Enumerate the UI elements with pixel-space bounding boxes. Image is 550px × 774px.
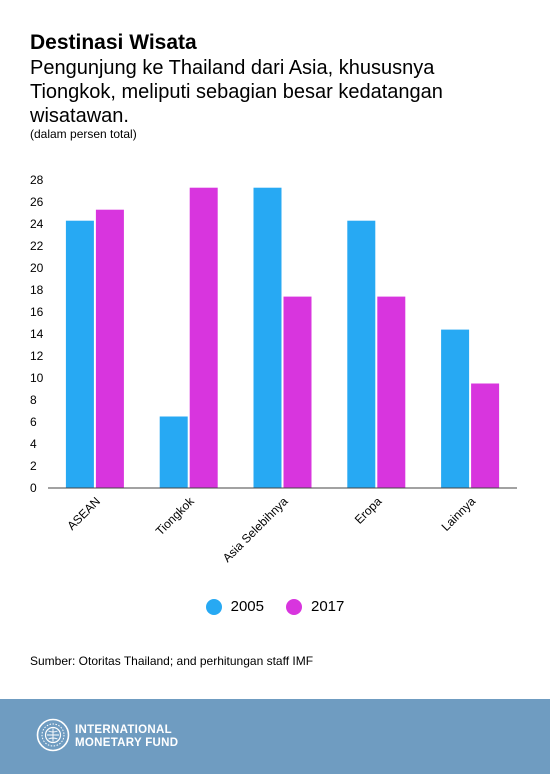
legend-swatch-2017 (286, 598, 302, 615)
chart-title: Destinasi Wisata (30, 31, 197, 54)
x-tick-label: Tiongkok (153, 494, 198, 539)
bar-2005-eropa (347, 220, 376, 488)
y-tick-label: 0 (30, 481, 37, 495)
legend-swatch-2005 (205, 598, 222, 615)
bar-2017-asia-selebihnya (283, 296, 312, 488)
bar-2017-eropa (377, 296, 406, 488)
bar-2017-lainnya (471, 383, 500, 488)
bar-2017-asean (95, 209, 124, 488)
imf-brand: INTERNATIONAL MONETARY FUND (75, 724, 178, 749)
bar-2005-tiongkok (159, 416, 188, 488)
y-tick-label: 2 (30, 459, 37, 473)
bar-2005-lainnya (441, 329, 470, 488)
y-tick-label: 16 (30, 305, 44, 319)
y-tick-label: 4 (30, 437, 37, 451)
legend-item-2017: 2017 (286, 598, 344, 615)
legend-item-2005: 2005 (205, 598, 264, 615)
y-tick-label: 28 (30, 173, 44, 187)
y-tick-label: 26 (30, 195, 44, 209)
bar-2005-asia-selebihnya (253, 187, 282, 488)
x-tick-label: Lainnya (439, 494, 479, 534)
x-tick-label: Eropa (352, 494, 385, 527)
legend-label-2005: 2005 (230, 598, 264, 615)
y-tick-label: 6 (30, 415, 37, 429)
chart-legend: 2005 2017 (0, 598, 550, 615)
brand-line-2: MONETARY FUND (75, 736, 179, 749)
y-tick-label: 12 (30, 349, 44, 363)
source-note: Sumber: Otoritas Thailand; and perhitung… (30, 654, 314, 668)
x-tick-label: ASEAN (64, 494, 103, 533)
bar-2017-tiongkok (189, 187, 218, 488)
y-tick-label: 14 (30, 327, 44, 341)
brand-line-1: INTERNATIONAL (75, 724, 172, 736)
y-tick-label: 10 (30, 371, 44, 385)
chart-subtitle: Pengunjung ke Thailand dari Asia, khusus… (30, 57, 443, 127)
legend-label-2017: 2017 (311, 598, 345, 615)
y-tick-label: 22 (30, 239, 44, 253)
imf-seal-icon (36, 718, 70, 752)
y-tick-label: 24 (30, 217, 44, 231)
bar-2005-asean (65, 220, 94, 488)
y-tick-label: 8 (30, 393, 37, 407)
x-tick-label: Asia Selebihnya (220, 494, 291, 565)
y-tick-label: 20 (30, 261, 44, 275)
y-tick-label: 18 (30, 283, 44, 297)
footer-bar: INTERNATIONAL MONETARY FUND (0, 699, 550, 774)
unit-note: (dalam persen total) (30, 127, 137, 141)
